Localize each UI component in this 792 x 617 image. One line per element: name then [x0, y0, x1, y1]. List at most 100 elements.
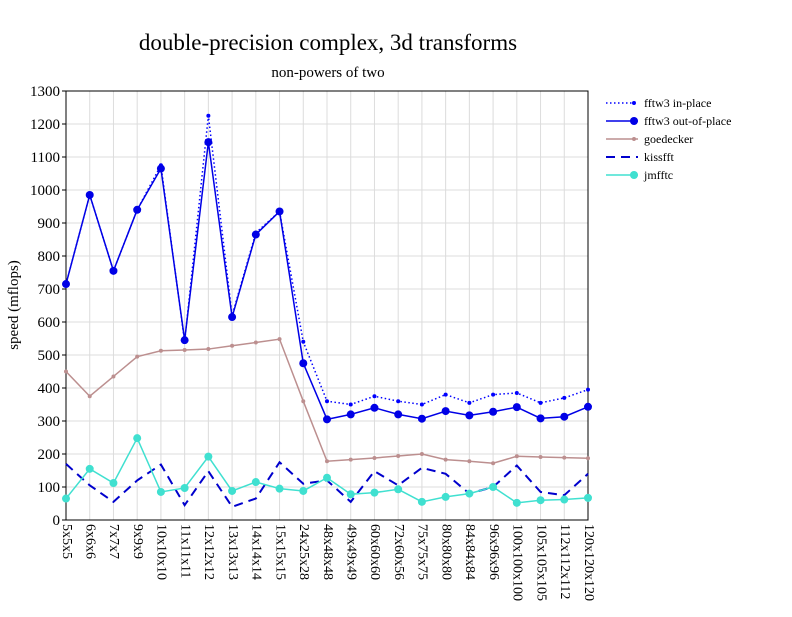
x-tick-label: 84x84x84	[462, 524, 477, 580]
data-point	[299, 486, 308, 495]
data-point	[538, 400, 543, 405]
data-point	[182, 348, 187, 353]
x-tick-label: 15x15x15	[272, 524, 287, 580]
data-point	[443, 392, 448, 397]
data-point	[394, 485, 403, 494]
data-point	[228, 486, 237, 495]
x-tick-label: 60x60x60	[367, 524, 382, 580]
data-point	[394, 410, 403, 419]
data-point	[323, 415, 331, 424]
data-point	[417, 497, 426, 506]
x-tick-label: 24x25x28	[296, 524, 311, 580]
x-tick-label: 72x60x56	[391, 524, 406, 580]
x-tick-label: 5x5x5	[59, 524, 74, 559]
data-point	[204, 138, 213, 147]
data-point	[489, 407, 498, 416]
y-tick-label: 800	[38, 249, 61, 265]
data-point	[586, 456, 590, 461]
data-point	[443, 457, 448, 462]
x-tick-label: 12x12x12	[201, 524, 216, 580]
chart-subtitle: non-powers of two	[271, 65, 384, 81]
data-point	[441, 492, 450, 501]
x-tick-label: 100x100x100	[510, 524, 525, 601]
x-tick-label: 11x11x11	[177, 524, 192, 578]
y-tick-label: 1200	[30, 117, 60, 133]
data-point	[156, 487, 165, 496]
data-point	[562, 455, 567, 460]
data-point	[230, 343, 235, 348]
x-tick-label: 10x10x10	[154, 524, 169, 580]
x-tick-label: 80x80x80	[438, 524, 453, 580]
y-tick-label: 100	[38, 480, 61, 496]
legend-label: kissfft	[644, 150, 674, 164]
data-point	[419, 402, 424, 407]
y-tick-label: 400	[38, 381, 61, 397]
data-point	[277, 337, 282, 342]
data-point	[467, 400, 472, 405]
x-tick-label: 48x48x48	[320, 524, 335, 580]
y-tick-label: 700	[38, 282, 61, 298]
legend-marker	[632, 137, 636, 141]
x-tick-label: 96x96x96	[486, 524, 501, 580]
x-tick-label: 112x112x112	[557, 524, 572, 599]
legend-label: goedecker	[644, 132, 693, 146]
data-point	[491, 392, 496, 397]
data-point	[465, 411, 474, 420]
data-point	[465, 489, 474, 498]
data-point	[135, 354, 140, 359]
y-tick-label: 1300	[30, 84, 60, 100]
data-point	[586, 387, 590, 392]
data-point	[64, 369, 68, 374]
data-point	[584, 402, 592, 411]
x-tick-label: 6x6x6	[83, 524, 98, 559]
y-tick-label: 1000	[30, 183, 60, 199]
y-tick-label: 0	[53, 513, 61, 529]
data-point	[348, 457, 353, 462]
x-tick-label: 7x7x7	[106, 524, 121, 559]
data-point	[325, 399, 329, 404]
data-point	[87, 394, 92, 399]
data-point	[133, 434, 142, 443]
data-point	[275, 207, 284, 216]
data-point	[372, 394, 377, 399]
plot-frame	[65, 90, 589, 521]
legend-label: fftw3 out-of-place	[644, 114, 731, 128]
data-point	[85, 190, 94, 199]
y-tick-label: 1100	[31, 150, 60, 166]
x-tick-label: 14x14x14	[249, 524, 264, 580]
data-point	[560, 412, 569, 421]
data-point	[514, 454, 519, 459]
data-point	[206, 347, 211, 352]
data-point	[370, 488, 379, 497]
data-point	[111, 374, 116, 379]
data-point	[85, 464, 94, 473]
data-point	[536, 414, 545, 423]
x-tick-label: 105x105x105	[533, 524, 548, 601]
data-point	[467, 459, 472, 464]
data-point	[512, 498, 521, 507]
y-tick-label: 600	[38, 315, 61, 331]
data-point	[370, 403, 379, 412]
x-tick-label: 9x9x9	[130, 524, 145, 559]
data-point	[372, 455, 377, 460]
x-tick-label: 120x120x120	[581, 524, 596, 601]
y-axis-label: speed (mflops)	[6, 260, 22, 350]
data-point	[158, 348, 163, 353]
data-point	[417, 414, 426, 423]
legend-marker	[632, 101, 636, 105]
legend-marker	[630, 117, 638, 125]
y-tick-label: 900	[38, 216, 61, 232]
x-tick-label: 13x13x13	[225, 524, 240, 580]
data-point	[301, 399, 306, 404]
data-point	[251, 478, 260, 487]
y-tick-label: 300	[38, 414, 61, 430]
data-point	[419, 452, 424, 456]
data-point	[204, 452, 213, 461]
data-point	[441, 407, 450, 416]
data-point	[489, 483, 498, 491]
data-point	[396, 399, 401, 404]
data-point	[62, 494, 70, 503]
y-tick-label: 500	[38, 348, 61, 364]
data-point	[62, 280, 70, 289]
